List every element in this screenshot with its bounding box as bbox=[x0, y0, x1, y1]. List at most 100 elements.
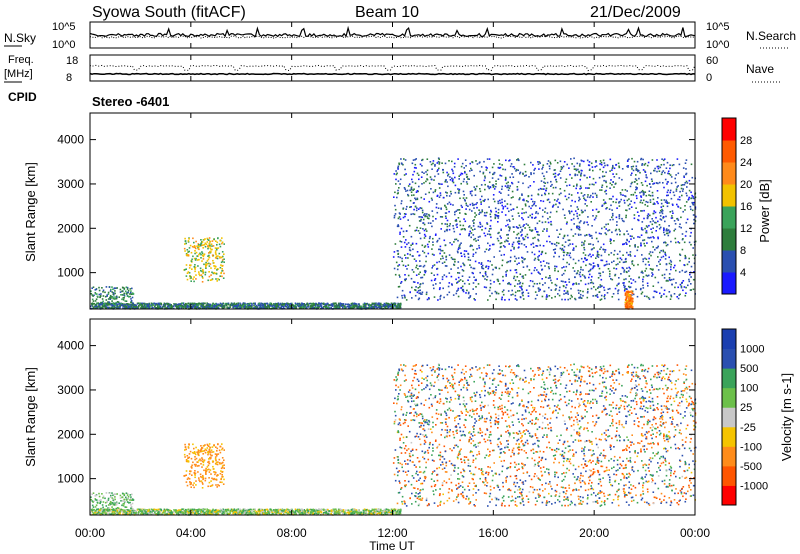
echo-cell bbox=[685, 173, 687, 176]
echo-cell bbox=[411, 269, 414, 271]
echo-cell bbox=[376, 306, 378, 309]
echo-cell bbox=[428, 215, 431, 217]
echo-cell bbox=[438, 260, 441, 263]
echo-cell bbox=[516, 206, 518, 209]
echo-cell bbox=[475, 240, 477, 242]
echo-cell bbox=[663, 273, 666, 276]
echo-cell bbox=[446, 171, 448, 174]
echo-cell bbox=[116, 303, 119, 306]
echo-cell bbox=[269, 305, 272, 307]
echo-cell bbox=[532, 237, 534, 240]
echo-cell bbox=[513, 255, 516, 258]
echo-cell bbox=[488, 158, 491, 160]
echo-cell bbox=[185, 242, 187, 245]
echo-cell bbox=[626, 160, 629, 162]
echo-cell bbox=[661, 208, 663, 211]
echo-cell bbox=[415, 260, 417, 262]
echo-cell bbox=[611, 278, 614, 281]
echo-cell bbox=[626, 238, 628, 241]
freq-panel: Freq. [MHz] 18 8 60 0 Nave bbox=[4, 54, 780, 84]
echo-cell bbox=[254, 305, 257, 308]
echo-cell bbox=[412, 255, 414, 257]
echo-cell bbox=[499, 242, 502, 245]
echo-cell bbox=[426, 213, 428, 215]
echo-cell bbox=[597, 265, 600, 268]
echo-cell bbox=[436, 162, 439, 164]
echo-cell bbox=[644, 171, 647, 173]
echo-cell bbox=[208, 256, 210, 259]
echo-cell bbox=[464, 228, 466, 231]
echo-cell bbox=[127, 289, 130, 292]
echo-cell bbox=[111, 286, 113, 288]
echo-cell bbox=[514, 269, 517, 271]
colorbar-tick-label: 16 bbox=[740, 201, 752, 213]
echo-cell bbox=[461, 228, 464, 230]
echo-cell bbox=[577, 270, 579, 272]
echo-cell bbox=[442, 196, 445, 199]
echo-cell bbox=[112, 288, 114, 291]
echo-cell bbox=[516, 227, 519, 229]
echo-cell bbox=[462, 270, 465, 272]
echo-cell bbox=[247, 304, 249, 306]
echo-cell bbox=[679, 293, 681, 296]
echo-cell bbox=[674, 228, 677, 231]
echo-cell bbox=[97, 302, 99, 304]
echo-cell bbox=[530, 173, 532, 176]
echo-cell bbox=[397, 192, 399, 194]
echo-cell bbox=[585, 259, 588, 261]
echo-cell bbox=[175, 305, 177, 307]
echo-cell bbox=[101, 304, 104, 307]
echo-cell bbox=[517, 257, 520, 259]
echo-cell bbox=[489, 283, 492, 285]
echo-cell bbox=[665, 263, 668, 265]
echo-cell bbox=[445, 179, 447, 181]
echo-cell bbox=[304, 304, 306, 306]
echo-cell bbox=[598, 176, 601, 179]
echo-cell bbox=[491, 184, 494, 187]
echo-cell bbox=[533, 201, 536, 203]
echo-cell bbox=[579, 163, 581, 165]
colorbar-tick-label: 4 bbox=[740, 267, 746, 279]
echo-cell bbox=[110, 302, 113, 305]
echo-cell bbox=[672, 204, 674, 206]
echo-cell bbox=[644, 180, 647, 183]
echo-cell bbox=[207, 247, 209, 250]
echo-cell bbox=[483, 200, 485, 202]
echo-cell bbox=[668, 202, 670, 204]
echo-cell bbox=[659, 218, 662, 220]
echo-cell bbox=[640, 244, 642, 247]
colorbar-frame bbox=[721, 117, 737, 295]
echo-cell bbox=[397, 225, 400, 228]
echo-cell bbox=[548, 286, 550, 289]
echo-cell bbox=[292, 304, 294, 307]
echo-cell bbox=[668, 225, 670, 227]
echo-cell bbox=[524, 170, 527, 173]
echo-cell bbox=[551, 183, 553, 186]
echo-cell bbox=[399, 183, 401, 185]
echo-cell bbox=[688, 198, 690, 200]
echo-cell bbox=[215, 278, 217, 280]
echo-cell bbox=[200, 244, 203, 247]
echo-cell bbox=[404, 215, 406, 218]
echo-cell bbox=[416, 291, 419, 294]
echo-cell bbox=[465, 213, 467, 215]
echo-cell bbox=[587, 288, 589, 290]
echo-cell bbox=[453, 166, 456, 168]
echo-cell bbox=[523, 199, 525, 202]
echo-cell bbox=[407, 219, 409, 221]
echo-cell bbox=[440, 249, 442, 252]
echo-cell bbox=[628, 297, 630, 300]
echo-cell bbox=[516, 189, 519, 191]
echo-cell bbox=[665, 232, 668, 235]
echo-cell bbox=[417, 287, 420, 289]
echo-cell bbox=[187, 240, 190, 242]
echo-cell bbox=[414, 158, 416, 161]
echo-cell bbox=[568, 239, 571, 241]
echo-cell bbox=[662, 159, 665, 162]
echo-cell bbox=[546, 199, 549, 201]
echo-cell bbox=[546, 212, 549, 214]
echo-cell bbox=[121, 294, 124, 296]
echo-cell bbox=[414, 294, 417, 297]
echo-cell bbox=[590, 263, 592, 266]
